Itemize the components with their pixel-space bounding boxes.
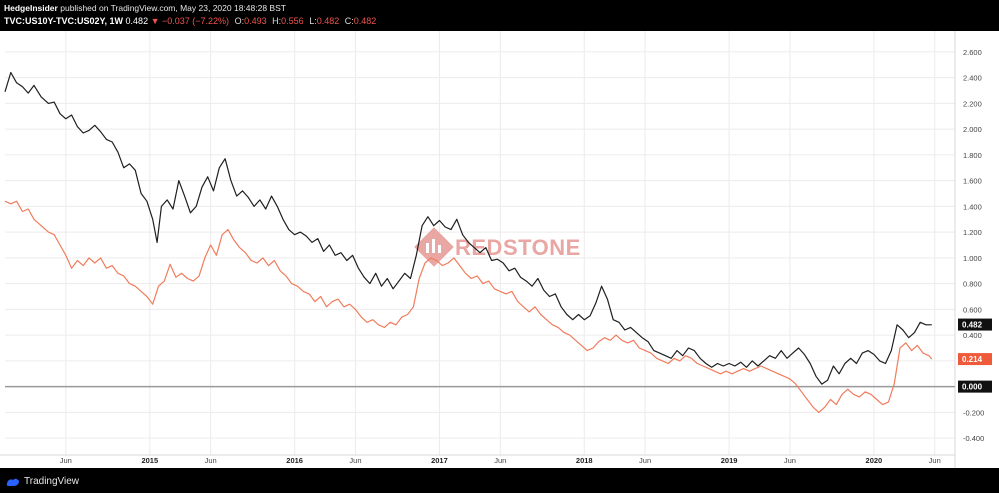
y-tick-label: 2.000 (963, 125, 982, 134)
y-tick-label: 1.200 (963, 228, 982, 237)
y-tick-label: 2.600 (963, 48, 982, 57)
publisher-name[interactable]: HedgeInsider (4, 3, 58, 13)
x-tick-label: 2017 (431, 456, 448, 465)
series (4, 71, 955, 413)
open-label: O: (234, 16, 245, 26)
y-tick-label: 1.800 (963, 151, 982, 160)
series-line-2 (4, 200, 933, 413)
axes: 2.600 2.400 2.200 2.000 1.800 1.600 1.400 1.200… (0, 31, 999, 468)
last-value-text: 0.214 (962, 355, 983, 364)
tradingview-logo-icon[interactable] (6, 476, 20, 488)
x-tick-label: Jun (205, 456, 217, 465)
x-tick-label: 2016 (286, 456, 303, 465)
symbol-label[interactable]: TVC:US10Y-TVC:US02Y, 1W (4, 16, 124, 26)
ohlc-legend: TVC:US10Y-TVC:US02Y, 1W 0.482 ▼ −0.037 (… (4, 16, 376, 26)
x-tick-label: 2015 (141, 456, 158, 465)
high-label: H: (272, 16, 282, 26)
close-label: C: (344, 16, 354, 26)
last-value-badge (958, 380, 992, 393)
x-tick-label: 2019 (721, 456, 738, 465)
chart-footer: TradingView (0, 471, 999, 493)
published-text: published on TradingView.com, May 23, 20… (60, 3, 286, 13)
chart-svg[interactable]: 2.600 2.400 2.200 2.000 1.800 1.600 1.400 1.200… (0, 31, 999, 468)
price-scale (955, 31, 999, 468)
publisher-line: HedgeInsider published on TradingView.co… (4, 3, 286, 13)
high-value: 0.556 (281, 16, 304, 26)
last-value: 0.482 (125, 16, 149, 26)
y-tick-label: 1.000 (963, 254, 982, 263)
plot-area[interactable]: 2.600 2.400 2.200 2.000 1.800 1.600 1.400 1.200… (0, 31, 999, 468)
chart-header: HedgeInsider published on TradingView.co… (0, 0, 999, 31)
series-line-1 (4, 71, 932, 385)
x-tick-label: Jun (349, 456, 361, 465)
x-tick-label: Jun (60, 456, 72, 465)
last-value-text: 0.000 (962, 383, 983, 392)
y-tick-label: 0.800 (963, 280, 982, 289)
last-value-badge (958, 353, 992, 366)
y-tick-label: 0.600 (963, 305, 982, 314)
low-value: 0.482 (316, 16, 340, 26)
price-labels: 0.482 0.214 0.000 (958, 318, 992, 393)
y-tick-label: 2.400 (963, 74, 982, 83)
watermark-text: REDSTONE (455, 235, 581, 260)
x-tick-label: Jun (784, 456, 796, 465)
x-tick-label: Jun (494, 456, 506, 465)
low-label: L: (309, 16, 317, 26)
x-tick-label: 2018 (576, 456, 593, 465)
x-tick-label: Jun (929, 456, 941, 465)
y-tick-label: 0.400 (963, 331, 982, 340)
open-value: 0.493 (244, 16, 267, 26)
last-value-badge (958, 318, 992, 331)
y-tick-label: 1.600 (963, 177, 982, 186)
y-tick-label: 2.200 (963, 99, 982, 108)
tradingview-brand[interactable]: TradingView (24, 476, 80, 487)
change-value: ▼ −0.037 (−7.22%) (150, 16, 230, 26)
y-tick-label: 1.400 (963, 202, 982, 211)
close-value: 0.482 (353, 16, 377, 26)
x-tick-label: Jun (639, 456, 651, 465)
x-tick-label: 2020 (866, 456, 883, 465)
y-tick-label: -0.200 (963, 408, 984, 417)
y-tick-label: -0.400 (963, 434, 984, 443)
last-value-text: 0.482 (962, 321, 983, 330)
